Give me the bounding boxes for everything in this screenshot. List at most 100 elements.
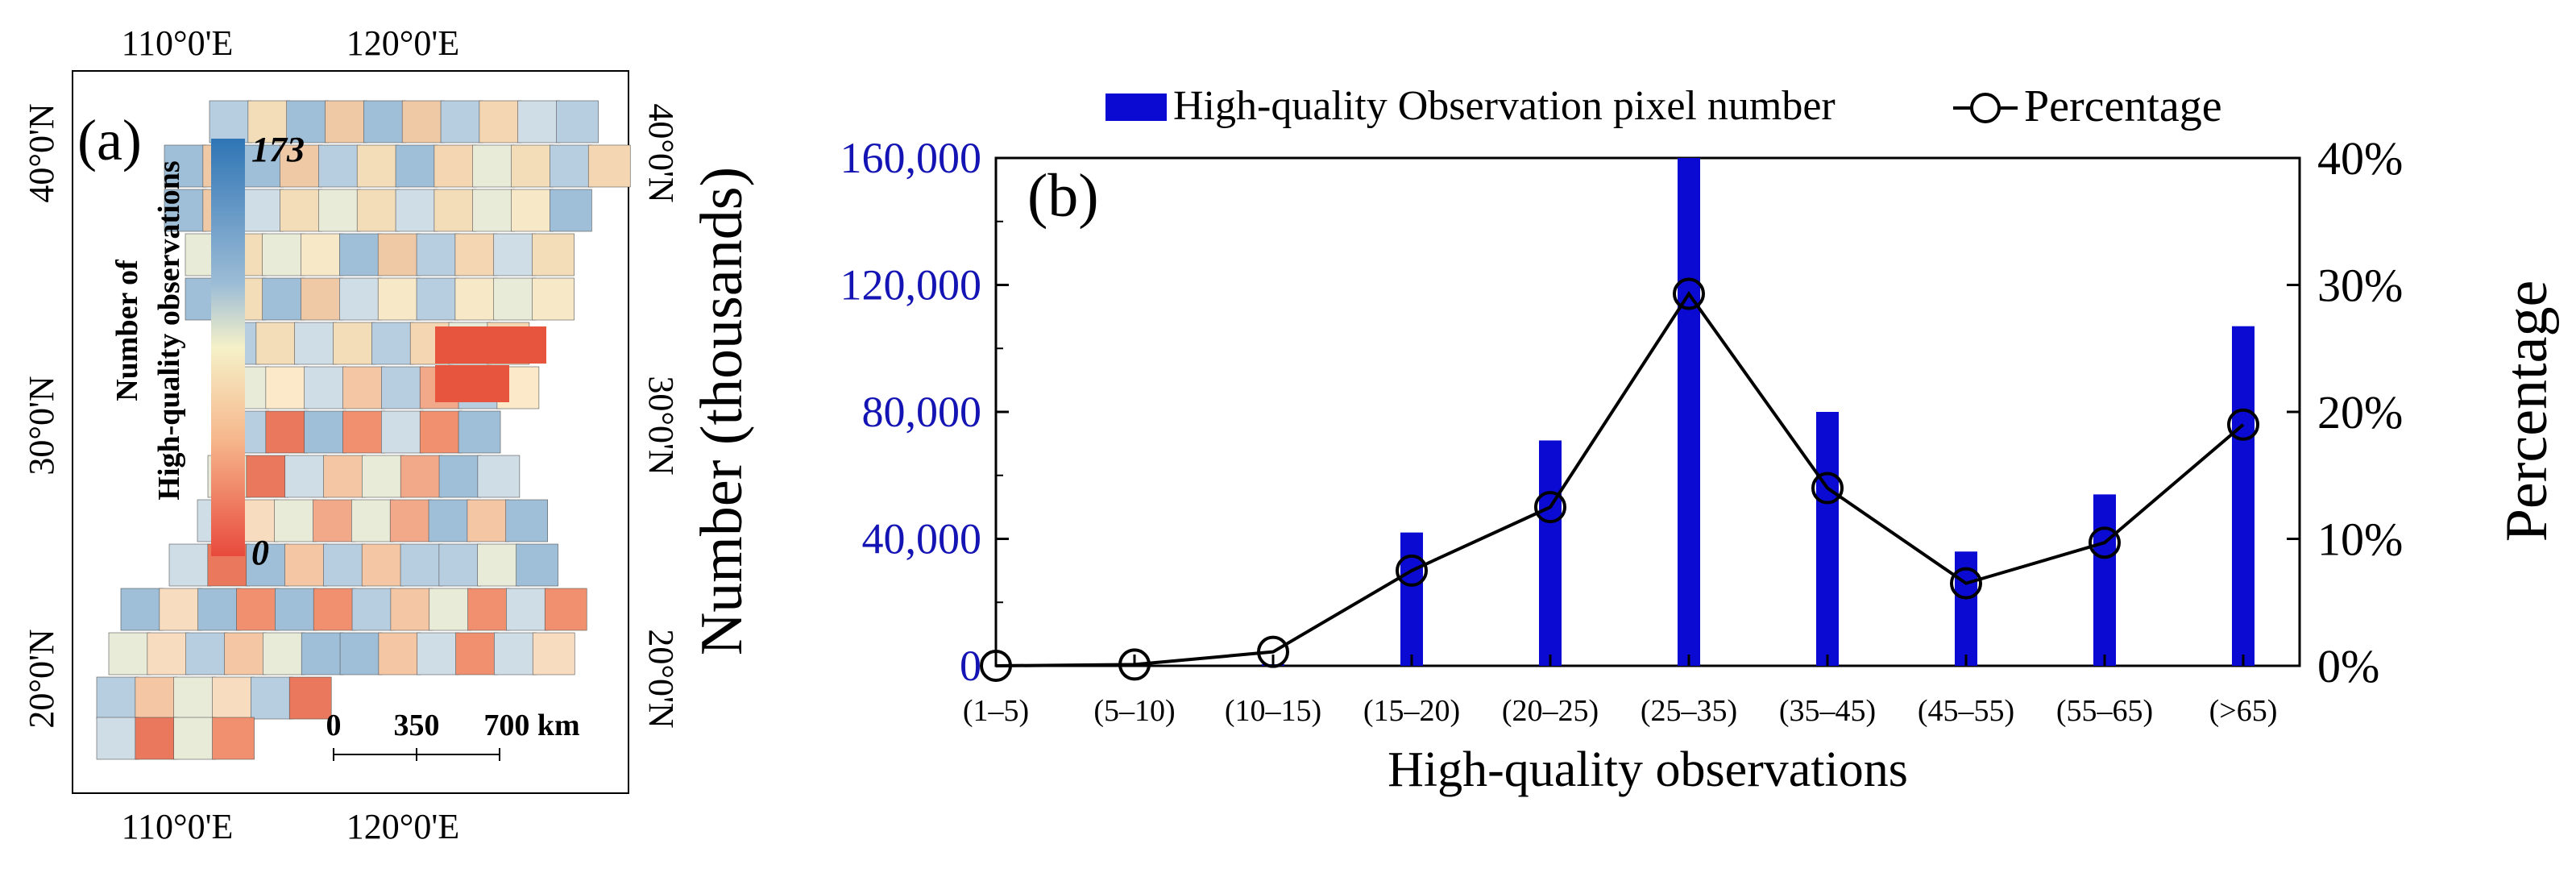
map-tile [265, 410, 309, 454]
map-tile [454, 233, 498, 276]
percentage-marker [1673, 277, 1705, 310]
bar-series [1262, 158, 2255, 666]
map-tile [251, 676, 293, 720]
percentage-marker [1534, 491, 1566, 524]
map-tile [438, 543, 482, 587]
map-tile [389, 499, 433, 542]
map-tile [280, 144, 322, 188]
map-tile [429, 588, 472, 631]
map-tile [284, 543, 327, 587]
right-tick-40N: 40°0'N [641, 103, 681, 202]
map-tile [440, 100, 483, 143]
bottom-tick-120: 120°0'E [346, 807, 459, 846]
y-axis-left-title: Number (thousands) [689, 167, 755, 655]
legend-line-label: Percentage [2024, 81, 2222, 131]
percentage-marker [1950, 567, 1982, 600]
map-tile [212, 676, 255, 720]
scale-bar: 0 350 700 km [326, 709, 580, 761]
map-tile [472, 326, 509, 364]
map-tile [96, 717, 139, 760]
right-tick-20N: 20°0'N [641, 629, 681, 728]
map-tile [318, 189, 361, 232]
map-tile [371, 322, 414, 365]
map-tile [247, 100, 291, 143]
map-tile [458, 410, 501, 454]
map-tile [550, 189, 592, 232]
map-tile [236, 588, 279, 631]
map-tile [313, 588, 356, 631]
map-tile [288, 676, 332, 720]
right-tick-label: 40% [2317, 132, 2403, 185]
map-tile [318, 144, 361, 188]
left-tick-20N: 20°0'N [22, 629, 61, 728]
map-tile [164, 189, 207, 232]
top-tick-110: 110°0'E [122, 23, 234, 63]
map-tile [400, 543, 443, 587]
map-tile [516, 543, 558, 587]
map-tile [494, 632, 537, 675]
map-tile [246, 543, 288, 587]
x-tick-label: (25–35) [1641, 694, 1737, 728]
percentage-line [995, 290, 2245, 667]
map-tile [280, 189, 322, 232]
map-tile [467, 588, 510, 631]
left-tick-30N: 30°0'N [22, 376, 61, 475]
x-axis-title: High-quality observations [1388, 742, 1908, 797]
x-tick-label: (35–45) [1779, 694, 1876, 728]
left-tick-label: 160,000 [840, 134, 982, 182]
percentage-marker [2227, 408, 2259, 441]
map-tile [339, 233, 382, 276]
map-tile [532, 632, 575, 675]
map-tile [401, 100, 445, 143]
legend-marker-swatch [1970, 93, 2001, 123]
right-tick-label: 0% [2317, 640, 2379, 692]
map-tile [472, 189, 516, 232]
right-tick-label: 30% [2317, 260, 2403, 312]
map-tile [532, 233, 575, 276]
bar [1539, 440, 1562, 666]
map-tile [467, 499, 510, 542]
colorbar-max-label: 173 [251, 130, 305, 169]
map-tile [313, 499, 355, 542]
map-tile [544, 588, 587, 631]
x-tick-label: (>65) [2209, 694, 2278, 728]
legend-bar-label: High-quality Observation pixel number [1173, 83, 1836, 129]
scale-label-0: 0 [326, 709, 342, 742]
percentage-marker [1811, 472, 1844, 505]
colorbar-title-line2: High-quality observations [152, 160, 186, 500]
map-tile [351, 499, 394, 542]
map-tile [428, 499, 471, 542]
map-tile [265, 366, 309, 409]
map-tile [400, 455, 443, 498]
map-tile [241, 189, 284, 232]
panel-b-label: (b) [1027, 162, 1099, 230]
map-tile [197, 588, 240, 631]
panel-b-chart: 0 40,000 80,000 120,000 160,000 0% 10% 20% 30% 4… [689, 81, 2560, 797]
map-tile [274, 499, 317, 542]
map-tile [532, 277, 575, 321]
x-tick-label: (1–5) [963, 694, 1029, 728]
map-tile [304, 366, 346, 409]
x-tick-label: (20–25) [1502, 694, 1599, 728]
right-tick-label: 20% [2317, 386, 2403, 438]
map-tile [587, 144, 631, 188]
map-tile [493, 277, 537, 321]
map-tile [433, 144, 477, 188]
left-tick-label: 80,000 [862, 388, 982, 436]
percentage-marker [1257, 635, 1289, 668]
bottom-tick-110: 110°0'E [122, 807, 234, 846]
y-axis-right-title: Percentage [2494, 281, 2560, 542]
map-tile [433, 189, 477, 232]
map-tile [390, 588, 433, 631]
map-tile [294, 322, 337, 365]
bar [1400, 532, 1423, 666]
map-tile [363, 100, 406, 143]
right-tick-30N: 30°0'N [641, 376, 681, 475]
map-tile [284, 455, 327, 498]
x-tick-label: (15–20) [1363, 694, 1460, 728]
map-tile [339, 632, 383, 675]
map-tile [550, 144, 592, 188]
map-tile [472, 144, 516, 188]
bar [2232, 326, 2255, 666]
